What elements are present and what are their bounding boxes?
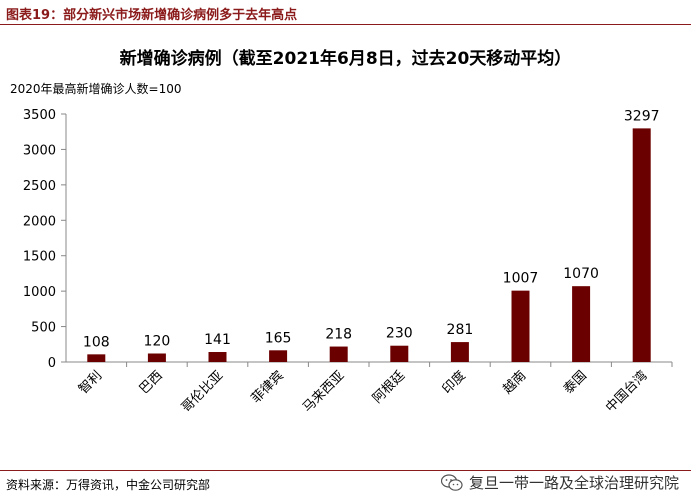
data-label: 281 [447, 322, 474, 338]
data-label: 1007 [503, 271, 539, 287]
data-label: 120 [144, 333, 171, 349]
y-tick-label: 2500 [23, 179, 56, 194]
y-tick-label: 2000 [23, 214, 56, 229]
category-label: 印度 [439, 368, 469, 398]
data-label: 218 [325, 327, 352, 343]
category-label: 菲律宾 [248, 368, 287, 407]
y-tick-label: 500 [31, 321, 56, 336]
wechat-icon [440, 473, 463, 491]
watermark: 复旦一带一路及全球治理研究院 [440, 472, 679, 493]
y-tick-label: 0 [48, 356, 56, 371]
y-tick-label: 3500 [23, 108, 56, 123]
chart-title: 新增确诊病例（截至2021年6月8日，过去20天移动平均） [119, 49, 572, 69]
category-label: 泰国 [561, 368, 590, 397]
figure-header: 图表19：部分新兴市场新增确诊病例多于去年高点 [0, 0, 691, 26]
figure-label: 图表19：部分新兴市场新增确诊病例多于去年高点 [6, 8, 298, 23]
y-tick-label: 1500 [23, 250, 56, 265]
chart-subtitle: 2020年最高新增确诊人数=100 [10, 82, 182, 96]
category-label: 越南 [500, 368, 530, 398]
data-label: 108 [83, 334, 110, 350]
bar [87, 354, 106, 362]
y-tick-label: 1000 [23, 285, 56, 300]
source-note: 资料来源：万得资讯，中金公司研究部 [6, 478, 211, 492]
footer-rule [0, 470, 691, 471]
figure-footer: 资料来源：万得资讯，中金公司研究部 复旦一带一路及全球治理研究院 [0, 462, 691, 496]
category-label: 马来西亚 [300, 368, 347, 415]
category-label: 中国台湾 [602, 368, 650, 416]
watermark-text: 复旦一带一路及全球治理研究院 [468, 474, 679, 492]
header-rule [0, 24, 691, 25]
data-label: 1070 [563, 266, 599, 282]
data-label: 3297 [624, 108, 660, 124]
bar [450, 342, 469, 362]
bar [390, 345, 409, 362]
category-label: 智利 [76, 368, 105, 397]
bar [572, 286, 591, 362]
data-label: 141 [204, 332, 231, 348]
category-label: 哥伦比亚 [179, 368, 226, 415]
bar [208, 352, 227, 362]
y-tick-label: 3000 [23, 143, 56, 158]
category-label: 巴西 [137, 368, 166, 397]
data-label: 230 [386, 326, 413, 342]
bar [329, 346, 348, 362]
bar [511, 290, 530, 362]
bar [269, 350, 288, 362]
bar [147, 353, 166, 362]
category-label: 阿根廷 [370, 368, 408, 406]
bar [632, 128, 651, 362]
data-label: 165 [265, 330, 292, 346]
